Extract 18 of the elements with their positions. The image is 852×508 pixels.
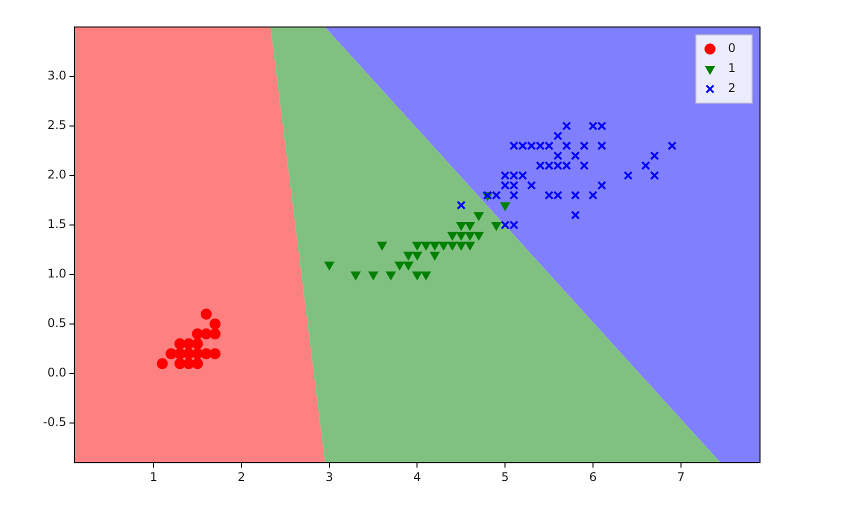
y-tick-label: 2.0 xyxy=(47,168,66,182)
x-tick-label: 7 xyxy=(677,470,685,484)
y-tick-label: 2.5 xyxy=(47,118,66,132)
x-tick-label: 1 xyxy=(150,470,158,484)
y-tick-label: 1.0 xyxy=(47,266,66,281)
x-tick-label: 2 xyxy=(238,470,246,484)
x-tick-label: 4 xyxy=(413,470,422,484)
legend-label: 0 xyxy=(728,41,736,56)
x-tick-label: 6 xyxy=(589,470,597,484)
x-tick-label: 3 xyxy=(325,470,334,484)
x-tick-label: 5 xyxy=(501,470,509,484)
y-tick-label: -0.5 xyxy=(42,415,66,430)
y-tick-label: 0.0 xyxy=(47,366,66,380)
y-tick-label: 3.0 xyxy=(47,68,66,83)
legend-label: 1 xyxy=(728,61,736,76)
legend-label: 2 xyxy=(728,81,736,96)
y-tick-label: 1.5 xyxy=(47,217,66,232)
y-tick-label: 0.5 xyxy=(47,316,66,330)
